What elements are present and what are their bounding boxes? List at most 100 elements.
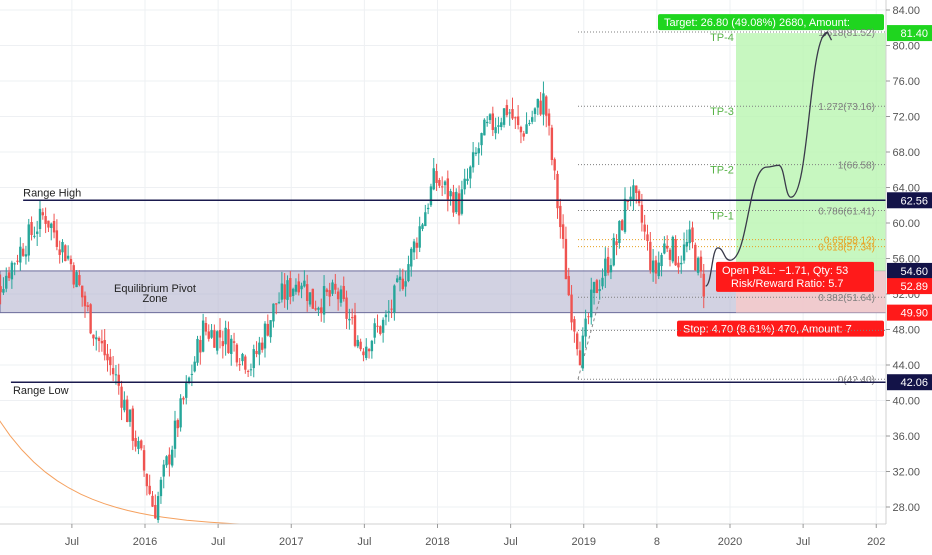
candle (19, 237, 22, 271)
candle-body (466, 178, 469, 181)
candle (362, 348, 365, 362)
candle-body (674, 239, 677, 266)
candle (353, 302, 357, 348)
candle (69, 255, 73, 271)
candle-body (488, 114, 492, 121)
candle-body (367, 349, 371, 352)
candle (168, 447, 171, 477)
candle (502, 107, 506, 128)
candle (339, 285, 343, 307)
profit-zone[interactable] (736, 33, 886, 271)
candle-body (632, 185, 635, 200)
candle (688, 220, 691, 251)
target-badge (658, 14, 884, 31)
candle-body (398, 276, 402, 280)
candle (429, 183, 433, 208)
price-tick-label: 28.00 (892, 502, 920, 514)
candle (246, 369, 250, 378)
candle (277, 292, 281, 305)
candle-body (412, 241, 416, 253)
range-lines[interactable] (10, 199, 886, 383)
price-badge-text: 42.06 (900, 377, 928, 389)
candle-body (255, 350, 258, 355)
price-axis-badges: 81.40 62.56 54.60 52.89 49.90 42.06 (887, 25, 932, 391)
candle-body (125, 399, 129, 422)
candle (314, 300, 317, 312)
candle (615, 234, 618, 256)
candle-body (317, 307, 320, 310)
candle-body (376, 325, 379, 327)
candle (649, 231, 652, 274)
zone-label-line2: Zone (142, 293, 167, 305)
candle (224, 320, 227, 356)
candle-body (393, 285, 396, 313)
candle (665, 235, 669, 253)
time-axis[interactable]: Jul 2016 Jul 2017 Jul 2018 Jul 2019 8 2020 Jul 202 (0, 523, 932, 550)
candle-body (443, 181, 447, 186)
candle-body (570, 294, 573, 323)
candle (317, 306, 320, 316)
candle (550, 124, 554, 166)
price-badge-text: 62.56 (900, 195, 928, 207)
candle (47, 220, 50, 233)
long-position-tool[interactable]: Target: 26.80 (49.08%) 2680, Amount: Stop… (658, 14, 886, 337)
candle-body (303, 280, 306, 287)
candle-body (483, 119, 486, 136)
candle-body (342, 285, 345, 300)
candle-body (168, 454, 171, 465)
candle-body (55, 230, 59, 247)
candle-body (694, 244, 697, 271)
candle-body (2, 289, 5, 293)
price-badge (887, 192, 932, 209)
price-axis[interactable]: 28.0032.0036.0040.0044.0048.0052.0056.00… (885, 0, 932, 524)
candle-body (187, 377, 191, 383)
candle-body (244, 356, 247, 370)
candle (80, 285, 84, 307)
candle (145, 473, 149, 496)
fibonacci-extension[interactable]: 1.618(81.52) 1.272(73.16) 1(66.58) 0.786(61… (577, 28, 886, 386)
price-tick-label: 44.00 (892, 360, 920, 372)
candle (55, 219, 59, 251)
candle (2, 277, 5, 296)
candle (415, 237, 419, 259)
candle-body (401, 278, 405, 290)
candle-body (699, 256, 703, 272)
candle-body (660, 254, 663, 267)
candle (691, 221, 694, 249)
candle (477, 142, 480, 165)
candle-body (460, 189, 464, 214)
candle (547, 108, 551, 136)
projection-path[interactable] (704, 31, 833, 287)
candle-body (654, 260, 658, 274)
candle-body (356, 339, 360, 347)
candle-body (179, 398, 182, 428)
candle (620, 219, 624, 231)
time-tick-label: 2018 (425, 536, 449, 548)
candle-body (370, 340, 374, 352)
candle (474, 147, 478, 157)
candle (604, 247, 607, 288)
projection-curve[interactable] (704, 31, 828, 287)
candle-body (519, 127, 523, 133)
candle (305, 274, 309, 312)
candle (522, 130, 525, 141)
candle-body (185, 381, 188, 398)
candle-body (283, 284, 286, 300)
fib-level-label: 1(66.58) (838, 161, 875, 172)
candle-body (232, 341, 236, 343)
candle (404, 271, 407, 297)
time-tick-label: 202 (867, 536, 885, 548)
candle (606, 247, 610, 276)
candle (218, 318, 222, 349)
candle-body (677, 262, 680, 268)
candle (632, 179, 635, 211)
candle-body (131, 408, 135, 441)
moving-average-curve (0, 420, 694, 528)
candle-body (671, 236, 675, 262)
candle-body (379, 326, 382, 334)
candle-body (680, 262, 683, 265)
candle-body (218, 330, 222, 338)
